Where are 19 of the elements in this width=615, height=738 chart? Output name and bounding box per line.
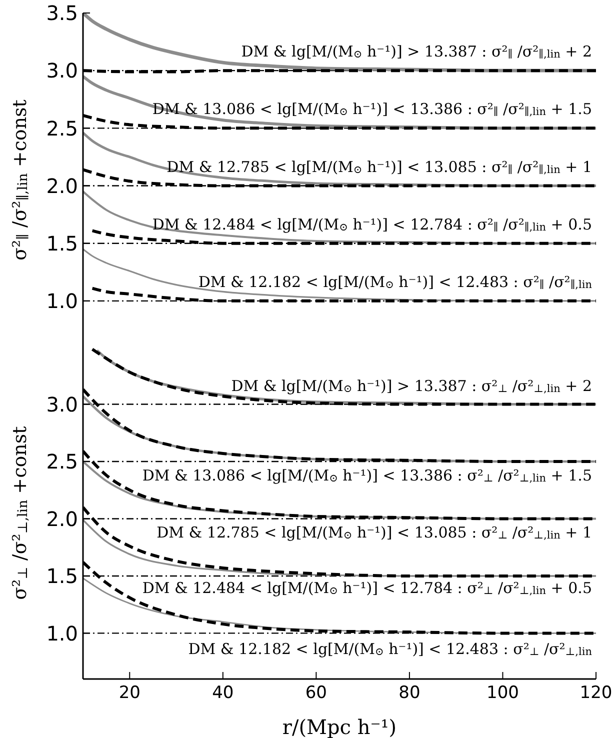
y-tick-label: 3.0 bbox=[46, 58, 78, 83]
y-tick-label: 1.5 bbox=[46, 231, 78, 256]
x-tick-label: 100 bbox=[486, 683, 519, 704]
y-tick-label: 1.0 bbox=[46, 621, 78, 646]
y-tick-label: 2.0 bbox=[46, 174, 78, 198]
y-tick-label: 2.0 bbox=[46, 506, 78, 531]
y-tick-label: 1.5 bbox=[46, 564, 78, 588]
x-axis-title: r/(Mpc h⁻¹) bbox=[282, 715, 397, 738]
y-tick-label: 1.0 bbox=[46, 289, 78, 314]
y-tick-label: 3.5 bbox=[46, 1, 78, 26]
x-tick-label: 120 bbox=[580, 683, 612, 704]
y-tick-label: 3.0 bbox=[46, 392, 78, 416]
x-tick-label: 60 bbox=[305, 683, 327, 704]
x-tick-label: 20 bbox=[118, 683, 140, 704]
line-series bbox=[83, 190, 596, 244]
y-tick-label: 2.5 bbox=[46, 116, 78, 140]
y-tick-label: 2.5 bbox=[46, 450, 78, 474]
x-tick-label: 80 bbox=[398, 683, 420, 704]
x-tick-label: 40 bbox=[212, 683, 234, 704]
